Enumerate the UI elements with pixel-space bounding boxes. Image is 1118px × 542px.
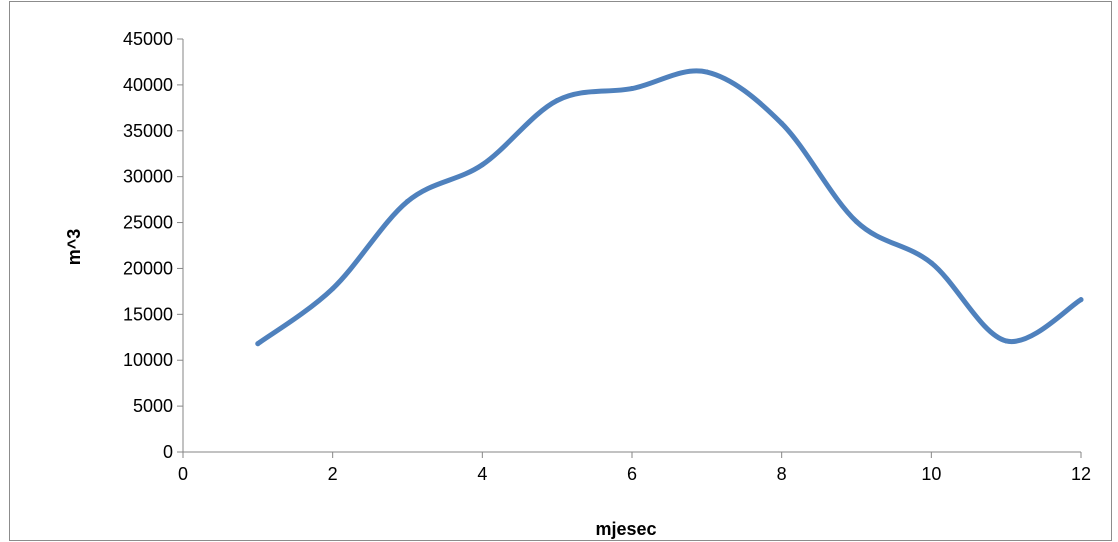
y-tick-label: 10000 bbox=[123, 350, 173, 370]
y-axis-title: m^3 bbox=[64, 229, 84, 266]
y-tick-label: 30000 bbox=[123, 167, 173, 187]
data-point bbox=[1004, 338, 1009, 343]
x-axis-title: mjesec bbox=[595, 519, 656, 539]
y-tick-label: 45000 bbox=[123, 29, 173, 49]
x-axis: 0 2 4 6 8 10 12 bbox=[178, 452, 1091, 484]
data-point bbox=[630, 86, 635, 91]
data-point bbox=[929, 260, 934, 265]
data-point bbox=[854, 219, 859, 224]
data-point bbox=[255, 341, 260, 346]
y-tick-label: 0 bbox=[163, 442, 173, 462]
chart-area: 0 5000 10000 15000 20000 25000 30000 35000 40000… bbox=[9, 1, 1112, 541]
data-point bbox=[555, 98, 560, 103]
x-tick-label: 4 bbox=[477, 464, 487, 484]
x-tick-label: 0 bbox=[178, 464, 188, 484]
y-tick-label: 40000 bbox=[123, 75, 173, 95]
x-tick-label: 2 bbox=[328, 464, 338, 484]
y-tick-label: 5000 bbox=[133, 396, 173, 416]
x-tick-label: 8 bbox=[777, 464, 787, 484]
series-line bbox=[258, 71, 1081, 344]
data-point bbox=[405, 199, 410, 204]
y-tick-label: 25000 bbox=[123, 213, 173, 233]
x-tick-label: 10 bbox=[921, 464, 941, 484]
series-layer bbox=[255, 70, 1083, 347]
y-tick-label: 20000 bbox=[123, 258, 173, 278]
data-point bbox=[779, 121, 784, 126]
x-tick-label: 6 bbox=[627, 464, 637, 484]
y-tick-label: 35000 bbox=[123, 121, 173, 141]
x-tick-label: 12 bbox=[1071, 464, 1091, 484]
y-axis: 0 5000 10000 15000 20000 25000 30000 35000 40000… bbox=[123, 29, 183, 462]
y-tick-label: 15000 bbox=[123, 304, 173, 324]
data-point bbox=[1079, 297, 1084, 302]
line-chart: 0 5000 10000 15000 20000 25000 30000 35000 40000… bbox=[10, 2, 1111, 540]
data-point bbox=[330, 286, 335, 291]
data-point bbox=[480, 162, 485, 167]
data-point bbox=[704, 70, 709, 75]
